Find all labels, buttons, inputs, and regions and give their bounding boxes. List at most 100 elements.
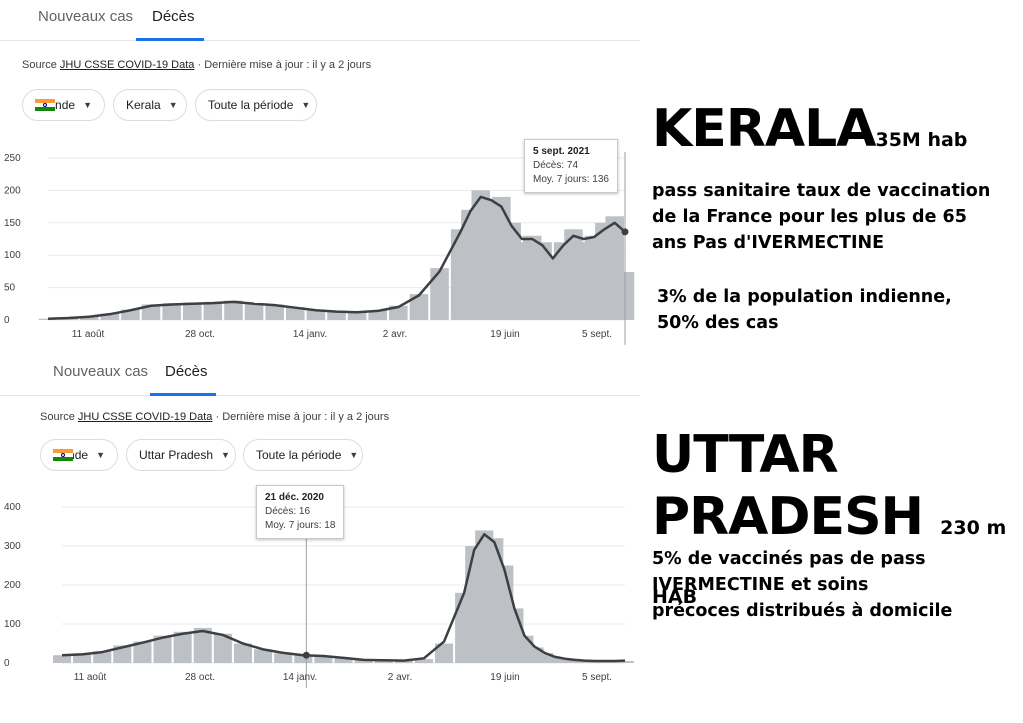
bar bbox=[615, 661, 635, 663]
y-tick-label: 200 bbox=[4, 185, 21, 196]
tab-deaths[interactable]: Décès bbox=[165, 363, 208, 380]
tooltip-avg: Moy. 7 jours: 136 bbox=[533, 174, 609, 185]
period-filter[interactable]: Toute la période ▼ bbox=[243, 439, 363, 471]
source-prefix: Source bbox=[22, 59, 57, 71]
india-flag-icon bbox=[35, 98, 55, 112]
bar bbox=[162, 303, 181, 320]
india-flag-icon bbox=[53, 448, 73, 462]
x-tick-label: 14 janv. bbox=[283, 672, 317, 683]
bar bbox=[414, 659, 433, 663]
bar bbox=[93, 651, 112, 663]
kerala-panel: Nouveaux cas Décès Source JHU CSSE COVID… bbox=[0, 0, 640, 355]
bar bbox=[73, 653, 92, 663]
bar bbox=[274, 653, 293, 663]
region-filter[interactable]: Uttar Pradesh ▼ bbox=[126, 439, 236, 471]
kerala-share-line: 3% de la population indienne, bbox=[657, 287, 952, 307]
tooltip-date: 21 déc. 2020 bbox=[265, 492, 324, 503]
kerala-population: 35M hab bbox=[875, 129, 968, 151]
region-filter-label: Uttar Pradesh bbox=[139, 448, 214, 462]
kerala-note-line: ans Pas d'IVERMECTINE bbox=[652, 233, 885, 253]
tooltip-deaths: Décès: 74 bbox=[533, 160, 579, 171]
uttar-pradesh-panel: Nouveaux cas Décès Source JHU CSSE COVID… bbox=[0, 355, 640, 723]
chart-tooltip: 21 déc. 2020 Décès: 16 Moy. 7 jours: 18 bbox=[256, 485, 345, 539]
x-tick-label: 28 oct. bbox=[185, 672, 215, 683]
caret-down-icon: ▼ bbox=[83, 100, 92, 110]
caret-down-icon: ▼ bbox=[301, 100, 311, 110]
kerala-note: pass sanitaire taux de vaccination de la… bbox=[652, 178, 990, 256]
caret-down-icon: ▼ bbox=[349, 450, 359, 460]
period-filter-label: Toute la période bbox=[256, 448, 342, 462]
bar bbox=[327, 310, 346, 320]
region-filter[interactable]: Kerala ▼ bbox=[113, 89, 187, 121]
bar bbox=[254, 649, 273, 663]
bar bbox=[244, 303, 264, 320]
x-tick-label: 11 août bbox=[72, 329, 105, 340]
y-tick-label: 0 bbox=[4, 315, 10, 326]
y-tick-label: 100 bbox=[4, 619, 21, 630]
x-tick-label: 28 oct. bbox=[185, 329, 215, 340]
y-tick-label: 150 bbox=[4, 218, 21, 229]
tab-new-cases[interactable]: Nouveaux cas bbox=[53, 363, 149, 380]
country-filter[interactable]: Inde ▼ bbox=[40, 439, 118, 471]
up-title-1: UTTAR bbox=[652, 425, 839, 485]
source-suffix: · Dernière mise à jour : il y a 2 jours bbox=[197, 59, 372, 71]
tab-new-cases[interactable]: Nouveaux cas bbox=[38, 8, 134, 25]
y-tick-label: 300 bbox=[4, 541, 21, 552]
avg-line bbox=[61, 533, 626, 663]
bar bbox=[535, 653, 554, 663]
bar bbox=[113, 645, 132, 663]
y-tick-label: 200 bbox=[4, 580, 21, 591]
bar bbox=[389, 305, 408, 320]
period-filter[interactable]: Toute la période ▼ bbox=[195, 89, 317, 121]
bar bbox=[173, 631, 192, 663]
source-suffix: · Dernière mise à jour : il y a 2 jours bbox=[215, 411, 390, 423]
y-tick-label: 0 bbox=[4, 658, 10, 669]
up-note-line: 5% de vaccinés pas de pass bbox=[652, 549, 926, 569]
country-filter[interactable]: Inde ▼ bbox=[22, 89, 105, 121]
bar bbox=[545, 657, 564, 663]
period-filter-label: Toute la période bbox=[208, 98, 294, 112]
bar bbox=[306, 309, 326, 320]
bar bbox=[286, 307, 305, 320]
active-tab-indicator bbox=[150, 393, 216, 396]
country-filter-label: Inde bbox=[51, 98, 76, 112]
bar bbox=[224, 300, 243, 320]
kerala-deaths-chart[interactable]: 0 50 100 150 200 250 11 août 28 oct. 14 janv. 2 a… bbox=[0, 150, 640, 350]
up-title-2: PRADESH bbox=[652, 487, 924, 547]
bar bbox=[133, 641, 152, 663]
uttar-pradesh-deaths-chart[interactable]: 0 100 200 300 400 11 août 28 oct. 14 janv. 2 avr… bbox=[0, 495, 640, 695]
bar bbox=[347, 311, 367, 320]
x-tick-label: 5 sept. bbox=[582, 329, 612, 340]
bar bbox=[141, 304, 161, 320]
bar bbox=[193, 627, 212, 663]
source-link[interactable]: JHU CSSE COVID-19 Data bbox=[59, 59, 195, 71]
tab-deaths[interactable]: Décès bbox=[152, 8, 195, 25]
kerala-share-note: 3% de la population indienne, 50% des ca… bbox=[657, 284, 952, 336]
bar bbox=[100, 313, 120, 320]
x-tick-label: 14 janv. bbox=[293, 329, 327, 340]
bar bbox=[79, 316, 99, 320]
x-tick-label: 2 avr. bbox=[383, 329, 407, 340]
bar bbox=[334, 658, 353, 663]
hover-point bbox=[302, 651, 310, 659]
up-heading-line1: UTTAR bbox=[652, 425, 839, 485]
source-prefix: Source bbox=[40, 411, 75, 423]
y-tick-label: 100 bbox=[4, 250, 21, 261]
tooltip-deaths: Décès: 16 bbox=[265, 506, 311, 517]
y-tick-label: 400 bbox=[4, 502, 21, 513]
bar bbox=[52, 655, 72, 663]
kerala-title: KERALA bbox=[652, 99, 876, 159]
bar bbox=[233, 643, 253, 663]
bar bbox=[565, 659, 584, 663]
up-note-line: précoces distribués à domicile bbox=[652, 601, 953, 621]
up-note-line: IVERMECTINE et soins bbox=[652, 575, 869, 595]
source-link[interactable]: JHU CSSE COVID-19 Data bbox=[77, 411, 213, 423]
bar bbox=[121, 309, 140, 320]
caret-down-icon: ▼ bbox=[168, 100, 178, 110]
kerala-note-line: pass sanitaire taux de vaccination bbox=[652, 181, 991, 201]
bar bbox=[203, 301, 223, 320]
kerala-heading: KERALA35M hab bbox=[652, 100, 967, 169]
bar bbox=[38, 318, 58, 320]
bar bbox=[409, 294, 429, 320]
x-tick-label: 19 juin bbox=[490, 329, 519, 340]
